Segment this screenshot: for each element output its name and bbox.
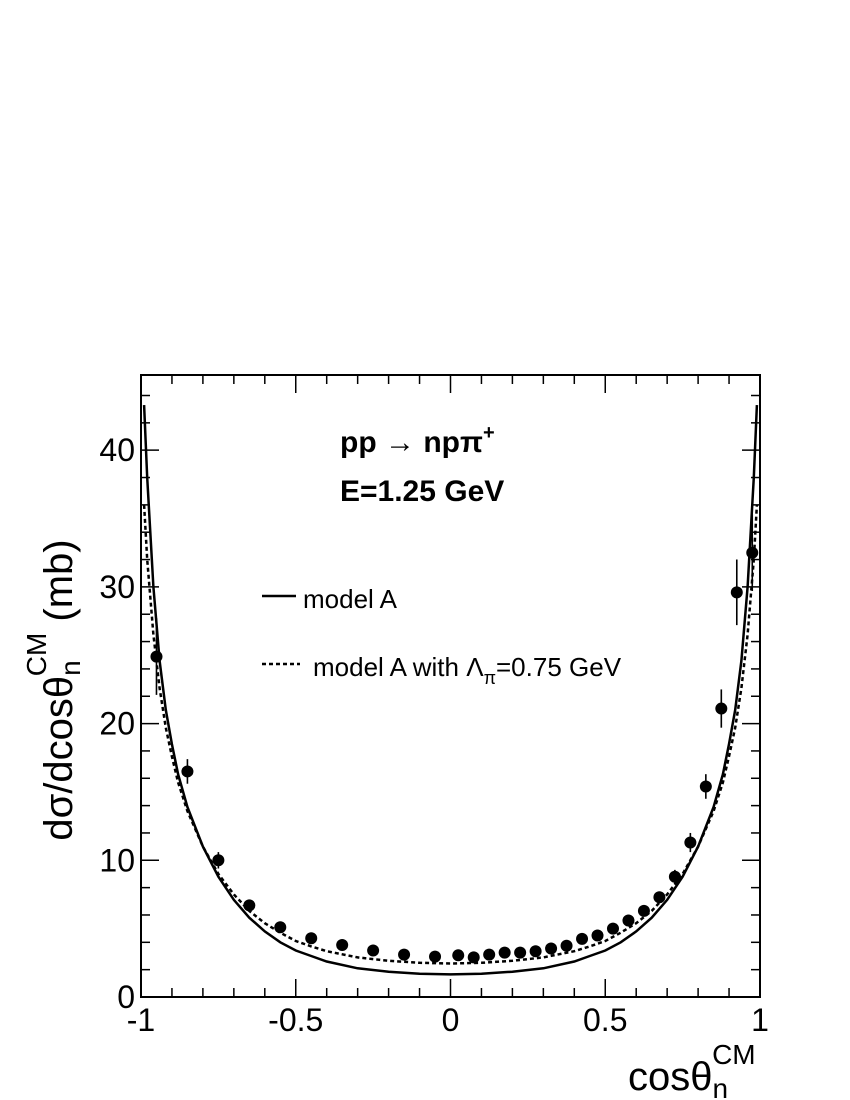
x-tick-label: 0.5 [583,1002,627,1038]
x-axis-title: cosθnCM [628,1039,756,1100]
reaction-label: pp → npπ+ [340,422,495,459]
legend-label-model-a: model A [303,584,398,614]
x-tick-labels: -1 -0.5 0 0.5 1 [127,1002,769,1038]
y-tick-labels: 0 10 20 30 40 [99,432,135,1015]
legend: model A model A with Λπ=0.75 GeV [262,584,622,688]
data-point [545,942,558,955]
axis-ticks [140,375,761,998]
x-tick-label: -0.5 [268,1002,323,1038]
x-tick-label: -1 [127,1002,155,1038]
data-point [746,546,759,559]
legend-label-model-a-lambda: model A with Λπ=0.75 GeV [313,652,622,688]
data-point [637,904,650,917]
plot-frame [140,374,761,998]
data-point [483,948,496,961]
data-point [730,586,743,599]
y-tick-label: 10 [99,842,135,878]
data-point [498,946,511,959]
x-tick-label: 1 [751,1002,769,1038]
curve-model-a-lambda [142,504,759,965]
data-point [305,932,318,945]
data-point [668,870,681,883]
data-point [274,921,287,934]
data-point [429,950,442,963]
data-point [181,765,194,778]
y-tick-label: 30 [99,569,135,605]
model-curves [142,405,759,976]
data-point [336,939,349,952]
data-point [560,939,573,952]
x-tick-label: 0 [442,1002,460,1038]
curve-model-a [142,405,759,976]
y-tick-label: 0 [117,979,135,1015]
data-point [653,891,666,904]
data-point [514,946,527,959]
data-point [576,932,589,945]
y-tick-label: 40 [99,432,135,468]
data-point [398,948,411,961]
data-point [715,702,728,715]
data-point [367,944,380,957]
data-point [467,951,480,964]
data-points [150,514,759,964]
data-point [622,914,635,927]
data-point [699,780,712,793]
data-point [243,899,256,912]
data-point [591,929,604,942]
data-point [150,650,163,663]
data-point [212,854,225,867]
y-tick-label: 20 [99,706,135,742]
y-axis-title: dσ/dcosθnCM (mb) [21,539,86,840]
data-point [529,945,542,958]
data-point [684,836,697,849]
data-point [606,922,619,935]
energy-label: E=1.25 GeV [340,475,504,508]
data-point [452,949,465,962]
